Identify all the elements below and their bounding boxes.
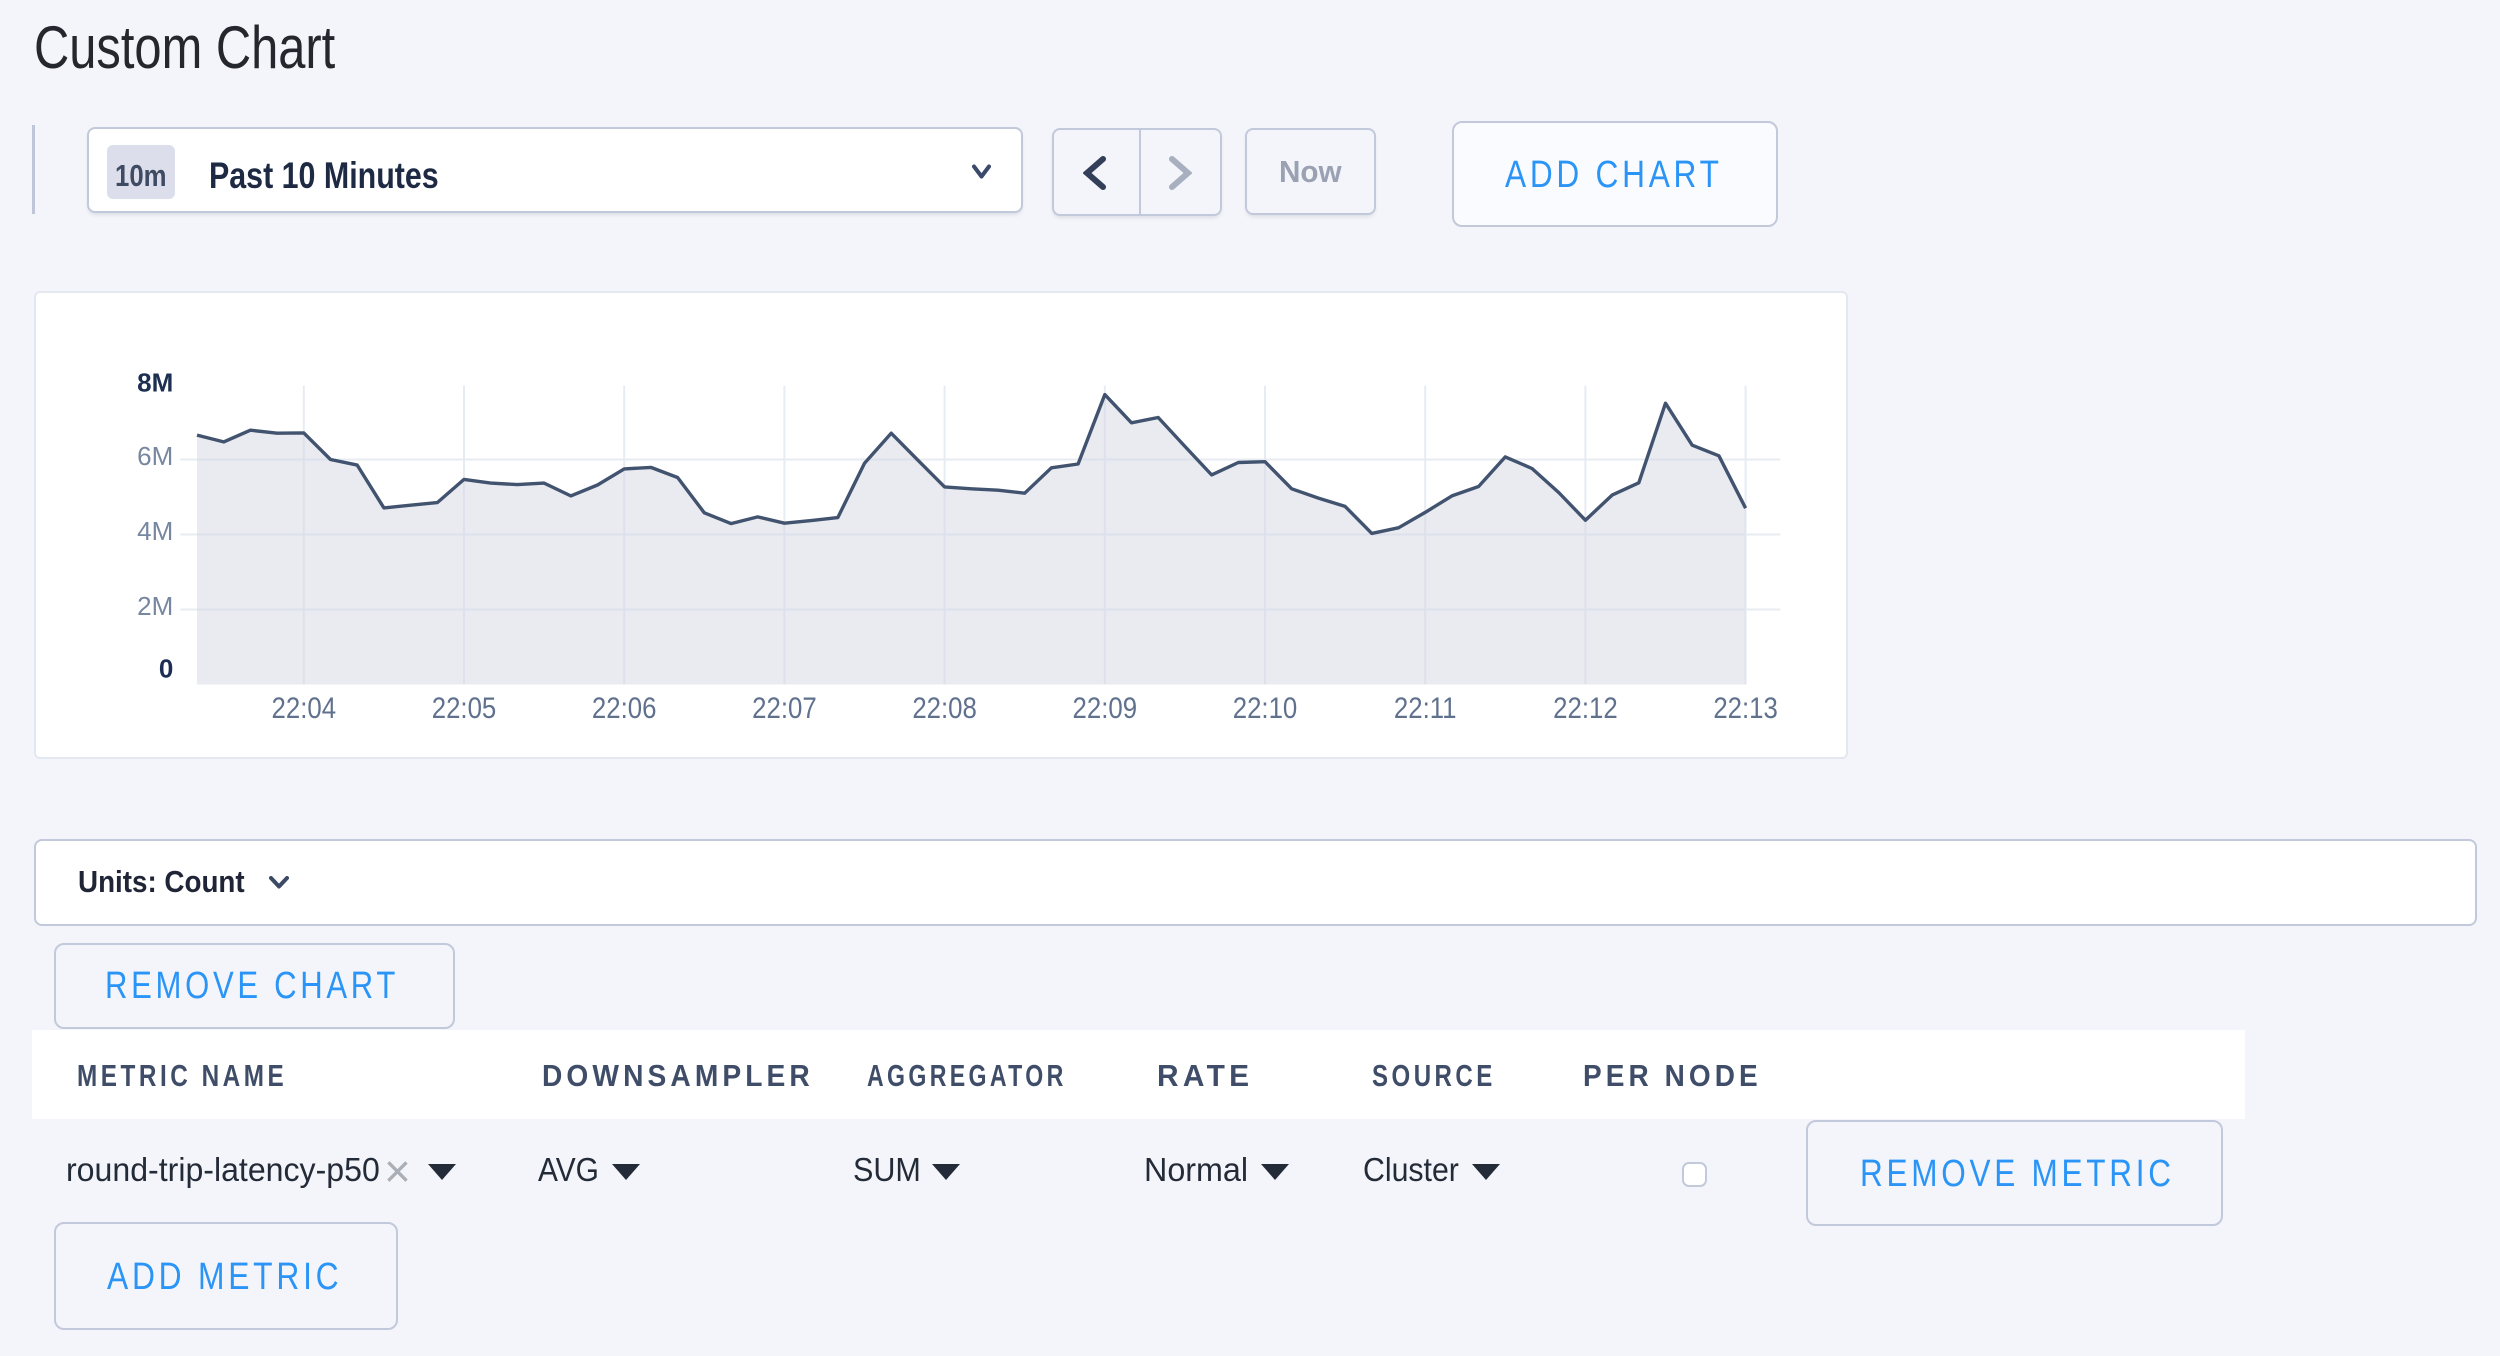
- svg-text:22:06: 22:06: [592, 691, 657, 724]
- svg-text:0: 0: [159, 654, 173, 684]
- svg-text:22:04: 22:04: [271, 691, 336, 724]
- svg-text:22:11: 22:11: [1394, 691, 1457, 724]
- svg-text:22:07: 22:07: [752, 691, 817, 724]
- svg-text:2M: 2M: [137, 591, 173, 621]
- svg-text:22:10: 22:10: [1232, 691, 1297, 724]
- svg-text:22:13: 22:13: [1713, 691, 1778, 724]
- svg-text:22:05: 22:05: [431, 691, 496, 724]
- svg-text:22:12: 22:12: [1553, 691, 1618, 724]
- svg-text:22:09: 22:09: [1072, 691, 1137, 724]
- svg-text:4M: 4M: [137, 516, 173, 546]
- svg-text:8M: 8M: [137, 367, 173, 397]
- svg-text:22:08: 22:08: [912, 691, 977, 724]
- svg-text:6M: 6M: [137, 441, 173, 471]
